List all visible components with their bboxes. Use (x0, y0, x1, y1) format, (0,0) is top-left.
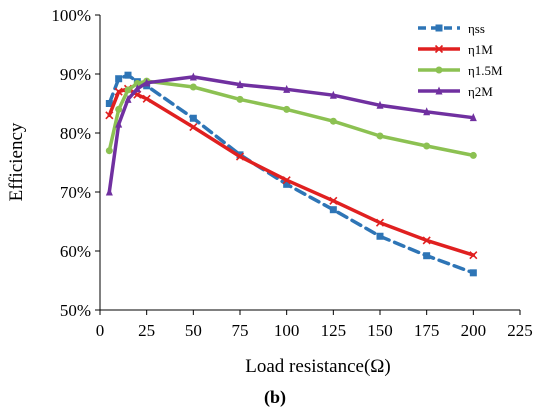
x-tick-label: 150 (367, 321, 393, 340)
data-point (375, 218, 385, 227)
data-point (105, 147, 113, 155)
data-point (142, 94, 151, 103)
data-point (376, 100, 384, 109)
data-point (422, 236, 431, 245)
series-2-group (105, 77, 477, 159)
y-tick-label: 90% (60, 65, 91, 84)
data-point (283, 180, 291, 188)
series-3-group (105, 72, 477, 196)
legend-label: η1M (468, 42, 493, 57)
x-tick-label: 50 (185, 321, 202, 340)
legend-item: η1M (418, 42, 493, 57)
data-point (105, 100, 113, 107)
legend-swatch-marker (435, 66, 443, 74)
data-point (469, 113, 477, 122)
data-point (124, 71, 132, 79)
data-point (115, 119, 123, 128)
legend-label: η2M (468, 84, 493, 99)
data-point (423, 107, 431, 116)
series-layer (105, 71, 478, 277)
y-tick-label: 50% (60, 301, 91, 320)
legend-label: ηss (468, 21, 485, 36)
data-point (115, 75, 123, 83)
data-point (329, 196, 338, 205)
y-axis-title: Efficiency (6, 122, 27, 201)
legend: ηss η1M η1.5M η2M (418, 21, 503, 99)
data-point (189, 123, 198, 132)
data-point (143, 78, 151, 87)
data-point (282, 176, 291, 185)
data-point (189, 83, 197, 91)
data-point (133, 84, 141, 93)
data-point (133, 79, 141, 87)
data-point (423, 252, 431, 260)
data-point (236, 80, 244, 89)
y-tick-label: 70% (60, 183, 91, 202)
data-point (329, 117, 337, 125)
x-axis-title: Load resistance(Ω) (245, 356, 390, 377)
data-point (283, 84, 291, 93)
x-tick-label: 75 (232, 321, 249, 340)
legend-swatch-marker (435, 86, 443, 95)
data-point (469, 151, 477, 159)
legend-item: η2M (418, 84, 493, 99)
data-point (376, 132, 384, 140)
data-point (469, 269, 477, 277)
data-point (189, 114, 197, 122)
y-ticks: 50% 60% 70% 80% 90% 100% (51, 6, 100, 320)
data-point (124, 94, 132, 103)
x-tick-label: 100 (274, 321, 300, 340)
legend-swatch-marker (434, 44, 444, 54)
y-tick-label: 80% (60, 124, 91, 143)
x-tick-label: 125 (321, 321, 347, 340)
data-point (114, 87, 123, 96)
data-point (115, 105, 123, 113)
legend-item: η1.5M (418, 63, 503, 78)
series-line (107, 75, 476, 194)
x-tick-label: 175 (414, 321, 440, 340)
data-point (235, 152, 245, 161)
y-tick-label: 100% (51, 6, 91, 25)
data-point (423, 142, 431, 150)
figure-caption: (b) (264, 387, 286, 408)
legend-swatch-marker (435, 24, 443, 32)
y-tick-label: 60% (60, 242, 91, 261)
x-tick-label: 25 (138, 321, 155, 340)
legend-item: ηss (418, 21, 485, 36)
series-line (107, 79, 476, 158)
data-point (124, 86, 132, 94)
data-point (469, 251, 478, 260)
x-tick-label: 225 (507, 321, 533, 340)
x-tick-label: 0 (96, 321, 105, 340)
data-point (105, 187, 113, 196)
x-ticks: 0 25 50 75 100 125 150 175 200 225 (96, 310, 533, 340)
legend-label: η1.5M (468, 63, 503, 78)
data-point (283, 105, 291, 113)
data-point (189, 72, 197, 81)
data-point (329, 206, 337, 214)
x-tick-label: 200 (461, 321, 487, 340)
data-point (329, 90, 337, 99)
data-point (105, 111, 114, 120)
plot-area (99, 15, 520, 311)
data-point (236, 95, 244, 103)
data-point (376, 232, 384, 240)
